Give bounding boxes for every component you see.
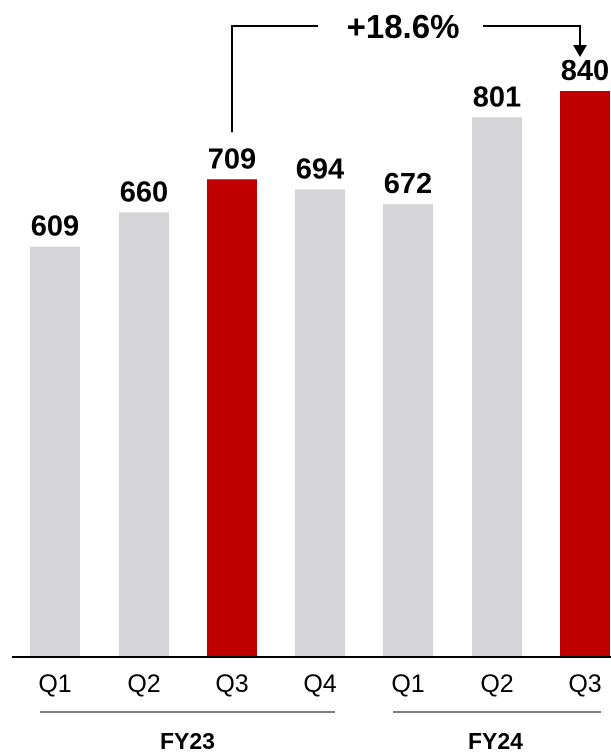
bars-layer (30, 91, 610, 658)
group-labels-layer: FY23 FY24 (160, 728, 523, 754)
tick-labels-layer: Q1 Q2 Q3 Q4 Q1 Q2 Q3 (38, 670, 601, 698)
value-label-3: 709 (208, 143, 256, 175)
x-tick-label-2: Q2 (127, 670, 160, 698)
x-tick-label-3: Q3 (215, 670, 248, 698)
bar-5 (383, 204, 433, 657)
x-tick-label-4: Q4 (303, 670, 336, 698)
growth-annotation: +18.6% (231, 8, 587, 133)
bar-3 (207, 179, 257, 657)
value-label-4: 694 (296, 153, 344, 185)
value-label-5: 672 (384, 168, 432, 200)
annotation-connector-right (483, 25, 581, 47)
value-label-1: 609 (31, 211, 79, 243)
value-label-6: 801 (473, 81, 521, 113)
bar-1 (30, 246, 80, 657)
value-labels-layer: 609 660 709 694 672 801 840 (31, 55, 609, 243)
growth-percentage-label: +18.6% (347, 8, 460, 45)
bar-4 (295, 189, 345, 657)
bar-7 (560, 91, 610, 658)
x-tick-label-1: Q1 (38, 670, 71, 698)
annotation-connector-left (231, 25, 318, 133)
bar-2 (119, 212, 169, 658)
bar-6 (472, 117, 522, 658)
x-tick-label-5: Q1 (391, 670, 424, 698)
value-label-7: 840 (561, 55, 609, 87)
annotation-arrowhead (573, 45, 587, 57)
group-label-2: FY24 (468, 728, 523, 754)
x-tick-label-6: Q2 (480, 670, 513, 698)
x-tick-label-7: Q3 (568, 670, 601, 698)
group-label-1: FY23 (160, 728, 215, 754)
value-label-2: 660 (120, 176, 168, 208)
